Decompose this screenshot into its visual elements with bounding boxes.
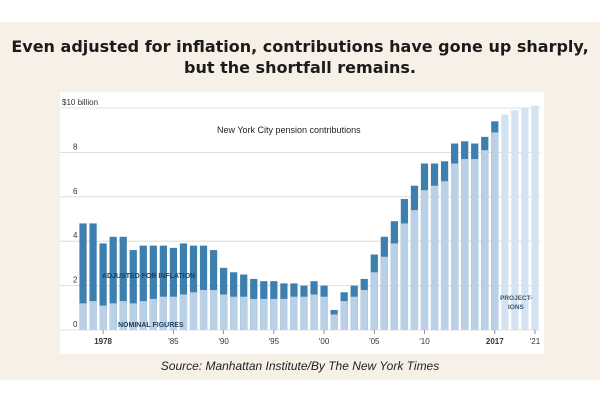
x-tick-label: '21 [530, 337, 541, 346]
adjusted-bar [169, 247, 178, 330]
y-tick-label: 0 [73, 320, 78, 329]
nominal-bar [390, 243, 398, 330]
nominal-bar [79, 303, 87, 330]
projections-label-line2: IONS [508, 304, 525, 311]
nominal-bar [491, 132, 499, 330]
nominal-bar [109, 303, 117, 330]
nominal-bar [300, 296, 308, 330]
nominal-bar [471, 159, 479, 330]
nominal-bar [430, 185, 439, 330]
x-tick-label: 1978 [94, 337, 112, 346]
nominal-bar [189, 292, 198, 330]
x-tick-label: 2017 [486, 337, 504, 346]
nominal-bar [310, 294, 318, 330]
y-tick-label: 6 [73, 187, 78, 196]
adjusted-bar [139, 245, 147, 330]
nominal-bar [209, 290, 218, 330]
nominal-bar [230, 296, 238, 330]
nominal-bar [340, 301, 348, 330]
nominal-bar [461, 159, 469, 330]
nominal-bar [410, 210, 419, 330]
y-tick-label: 4 [73, 231, 78, 240]
nominal-bar [320, 296, 328, 330]
projection-bar [531, 105, 539, 330]
adjusted-bar [189, 245, 198, 330]
nominal-bar [270, 298, 278, 330]
nominal-bar [89, 301, 97, 330]
x-tick-label: '10 [419, 337, 430, 346]
projection-bar [501, 114, 509, 330]
projections-label: PROJECT- [500, 295, 533, 302]
nominal-bar [481, 150, 489, 330]
nominal-bar [420, 190, 429, 330]
nominal-bar [280, 298, 288, 330]
nominal-bar [440, 181, 449, 330]
nominal-bar [169, 296, 178, 330]
adjusted-bar [199, 245, 208, 330]
headline: Even adjusted for inflation, contributio… [11, 37, 589, 77]
nominal-bar [260, 298, 268, 330]
adjusted-bar [79, 223, 87, 330]
nominal-bar [129, 303, 137, 330]
nominal-bar [99, 305, 107, 330]
x-tick-label: '90 [218, 337, 229, 346]
nominal-bar [139, 301, 147, 330]
nominal-bar [451, 163, 459, 330]
nominal-bar [159, 296, 167, 330]
adjusted-label: ADJUSTED FOR INFLATION [102, 273, 195, 280]
nominal-bar [149, 298, 157, 330]
nominal-bar [290, 296, 298, 330]
chart-title: New York City pension contributions [217, 125, 361, 135]
nominal-bar [119, 301, 127, 330]
adjusted-bar [149, 245, 157, 330]
adjusted-bar [109, 236, 117, 330]
adjusted-bar [159, 245, 167, 330]
y-tick-label: $10 billion [62, 98, 98, 107]
nominal-bar [370, 272, 378, 330]
x-tick-label: '05 [369, 337, 380, 346]
adjusted-bar [179, 243, 188, 330]
x-tick-label: '85 [168, 337, 179, 346]
x-tick-label: '95 [269, 337, 280, 346]
adjusted-bar [99, 243, 107, 330]
nominal-bar [179, 294, 188, 330]
nominal-bar [400, 223, 409, 330]
nominal-bar [380, 256, 388, 330]
adjusted-bar [129, 250, 137, 330]
nominal-bar [360, 290, 368, 330]
adjusted-bar [89, 223, 97, 330]
projection-bar [511, 110, 519, 330]
adjusted-bar [119, 236, 127, 330]
y-tick-label: 2 [73, 276, 78, 285]
nominal-bar [330, 314, 338, 330]
nominal-bar [240, 296, 248, 330]
projection-bar [521, 108, 529, 330]
nominal-bar [250, 298, 258, 330]
nominal-bar [350, 296, 358, 330]
nominal-bar [199, 290, 208, 330]
nominal-bar [220, 294, 228, 330]
x-tick-label: '00 [319, 337, 330, 346]
y-tick-label: 8 [73, 142, 78, 151]
nominal-label: NOMINAL FIGURES [118, 322, 184, 329]
source-credit: Source: Manhattan Institute/By The New Y… [160, 359, 440, 373]
